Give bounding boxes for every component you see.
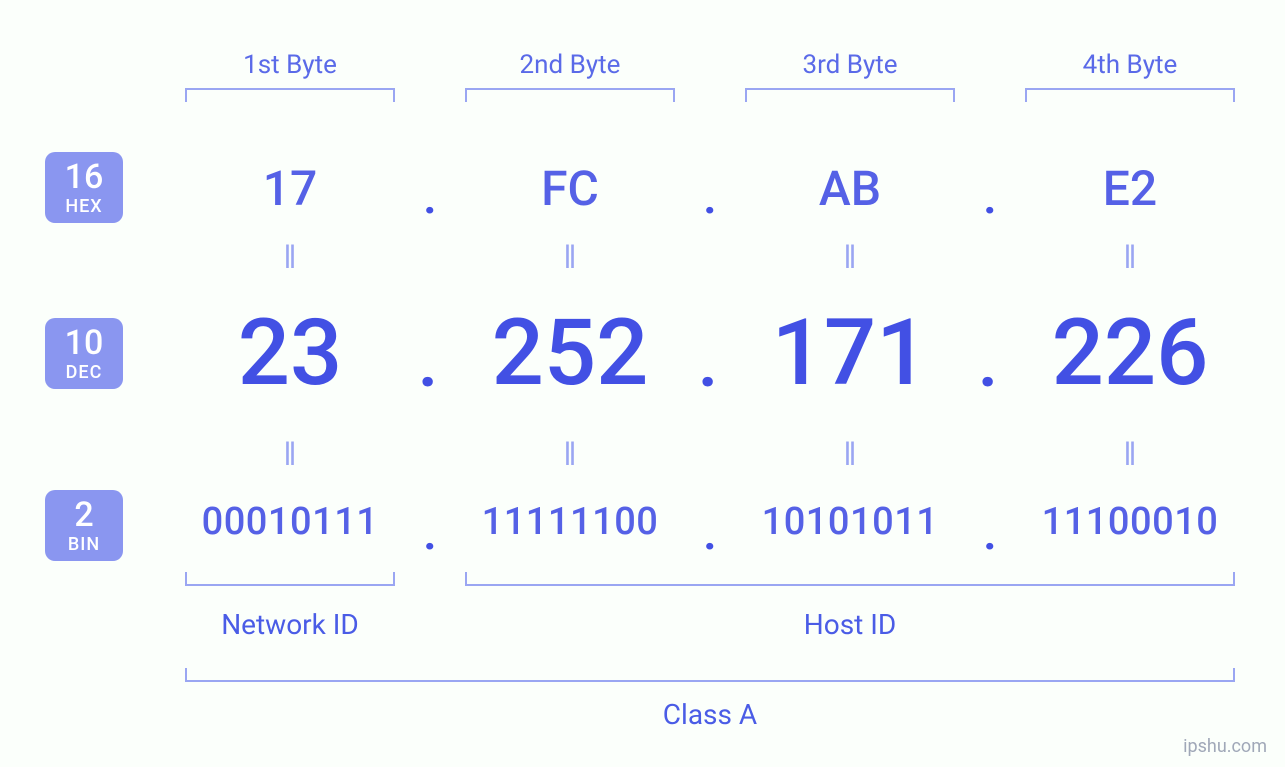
eq-top-3: ǁ <box>740 238 960 276</box>
eq-bot-4: ǁ <box>1020 435 1240 473</box>
hex-dot-3: . <box>960 168 1020 225</box>
badge-bin-label: BIN <box>45 534 123 555</box>
hex-dot-1: . <box>400 168 460 225</box>
dec-dot-3: . <box>958 322 1018 404</box>
eq-bot-1: ǁ <box>180 435 400 473</box>
eq-top-2: ǁ <box>460 238 680 276</box>
badge-hex-base: 16 <box>45 160 123 194</box>
dec-byte-3: 171 <box>730 300 970 407</box>
bin-dot-3: . <box>960 504 1020 561</box>
badge-hex: 16 HEX <box>45 152 123 223</box>
network-id-bracket <box>185 572 395 586</box>
dec-dot-2: . <box>678 322 738 404</box>
top-bracket-4 <box>1025 88 1235 102</box>
bin-dot-1: . <box>400 504 460 561</box>
bin-byte-3: 10101011 <box>730 500 970 544</box>
hex-byte-3: AB <box>740 160 960 217</box>
hex-byte-4: E2 <box>1020 160 1240 217</box>
dec-byte-4: 226 <box>1010 300 1250 407</box>
byte-label-4: 4th Byte <box>1020 50 1240 80</box>
network-id-label: Network ID <box>180 608 400 641</box>
bin-byte-1: 00010111 <box>170 500 410 544</box>
hex-byte-1: 17 <box>180 160 400 217</box>
badge-dec-label: DEC <box>45 362 123 383</box>
eq-top-1: ǁ <box>180 238 400 276</box>
bin-byte-2: 11111100 <box>450 500 690 544</box>
byte-label-2: 2nd Byte <box>460 50 680 80</box>
hex-byte-2: FC <box>460 160 680 217</box>
top-bracket-1 <box>185 88 395 102</box>
class-bracket <box>185 668 1235 682</box>
badge-bin-base: 2 <box>45 498 123 532</box>
badge-hex-label: HEX <box>45 196 123 217</box>
badge-dec: 10 DEC <box>45 318 123 389</box>
dec-byte-2: 252 <box>450 300 690 407</box>
eq-bot-3: ǁ <box>740 435 960 473</box>
host-id-label: Host ID <box>465 608 1235 641</box>
attribution: ipshu.com <box>1183 736 1267 757</box>
byte-label-1: 1st Byte <box>180 50 400 80</box>
eq-top-4: ǁ <box>1020 238 1240 276</box>
host-id-bracket <box>465 572 1235 586</box>
byte-label-3: 3rd Byte <box>740 50 960 80</box>
dec-dot-1: . <box>398 322 458 404</box>
dec-byte-1: 23 <box>170 300 410 407</box>
hex-dot-2: . <box>680 168 740 225</box>
bin-byte-4: 11100010 <box>1010 500 1250 544</box>
badge-bin: 2 BIN <box>45 490 123 561</box>
eq-bot-2: ǁ <box>460 435 680 473</box>
top-bracket-2 <box>465 88 675 102</box>
badge-dec-base: 10 <box>45 326 123 360</box>
class-label: Class A <box>185 698 1235 731</box>
top-bracket-3 <box>745 88 955 102</box>
bin-dot-2: . <box>680 504 740 561</box>
ip-diagram: 1st Byte 2nd Byte 3rd Byte 4th Byte 16 H… <box>0 0 1285 767</box>
